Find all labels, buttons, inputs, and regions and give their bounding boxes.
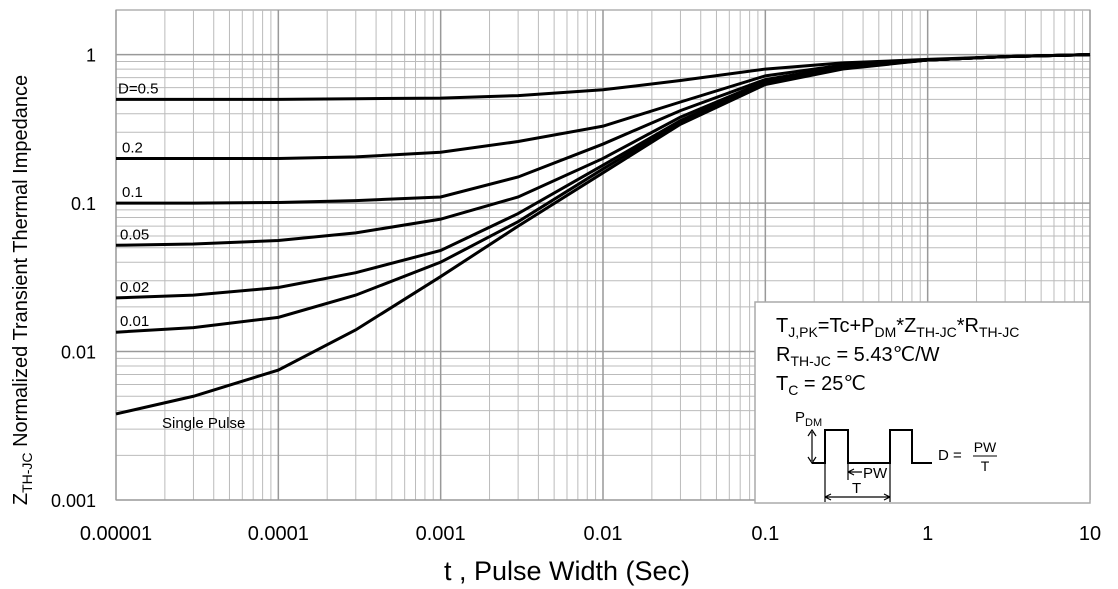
annotation-text: *R	[957, 315, 979, 337]
period-arrow	[824, 463, 891, 502]
pdm-arrow	[807, 428, 817, 465]
series-line	[115, 53, 1091, 416]
annotation-text: = 25℃	[798, 373, 866, 395]
x-tick-label: 0.1	[751, 523, 779, 545]
formula-label: D =	[938, 447, 962, 464]
subscript: DM	[875, 324, 897, 340]
annotation-line: TC = 25℃	[776, 373, 866, 398]
subscript: DM	[805, 417, 822, 429]
pw-label: PW	[863, 465, 888, 482]
period-label: T	[852, 480, 861, 497]
series-label: 0.1	[122, 184, 143, 201]
y-title-sub: TH-JC	[19, 452, 35, 492]
subscript: TH-JC	[916, 324, 956, 340]
annotation-text: T	[776, 373, 788, 395]
series-label: 0.2	[122, 139, 143, 156]
x-tick-label: 0.01	[584, 523, 623, 545]
x-tick-label: 1	[922, 523, 933, 545]
annotation-frame	[754, 301, 1091, 504]
subscript: J,PK	[788, 324, 818, 340]
pdm-label: PDM	[795, 409, 822, 429]
x-axis-title: t , Pulse Width (Sec)	[444, 556, 690, 586]
annotation-text: =Tc+P	[818, 315, 875, 337]
annotation-text: T	[776, 315, 788, 337]
y-tick-label: 1	[86, 46, 96, 66]
subscript: TH-JC	[790, 353, 830, 369]
series-label: 0.02	[120, 279, 149, 296]
annotation-text: R	[776, 344, 790, 366]
x-tick-label: 0.001	[416, 523, 466, 545]
formula-numerator: PW	[974, 439, 997, 455]
y-tick-label: 0.1	[71, 194, 96, 214]
y-title-main: Z	[10, 493, 32, 505]
y-title-rest: Normalized Transient Thermal Impedance	[10, 75, 32, 453]
y-tick-label: 0.001	[51, 491, 96, 511]
series-label: 0.05	[120, 226, 149, 243]
annotation-text: = 5.43℃/W	[831, 344, 940, 366]
annotation-text: P	[795, 409, 805, 426]
pulse-waveform	[812, 429, 932, 464]
x-tick-label: 0.00001	[80, 523, 152, 545]
series-label: 0.01	[120, 313, 149, 330]
series-label: Single Pulse	[162, 415, 245, 432]
subscript: TH-JC	[979, 324, 1019, 340]
subscript: C	[788, 382, 798, 398]
pw-arrow	[824, 463, 862, 480]
x-tick-label: 10	[1079, 523, 1101, 545]
lines	[115, 53, 1091, 416]
annotation-text: *Z	[896, 315, 916, 337]
formula-denominator: T	[981, 458, 990, 474]
annotation-line: RTH-JC = 5.43℃/W	[776, 344, 940, 369]
annotation-line: TJ,PK=Tc+PDM*ZTH-JC*RTH-JC	[776, 315, 1019, 340]
y-tick-label: 0.01	[61, 343, 96, 363]
series-label: D=0.5	[118, 80, 158, 97]
y-axis-title: ZTH-JC Normalized Transient Thermal Impe…	[10, 75, 35, 505]
x-tick-label: 0.0001	[248, 523, 309, 545]
